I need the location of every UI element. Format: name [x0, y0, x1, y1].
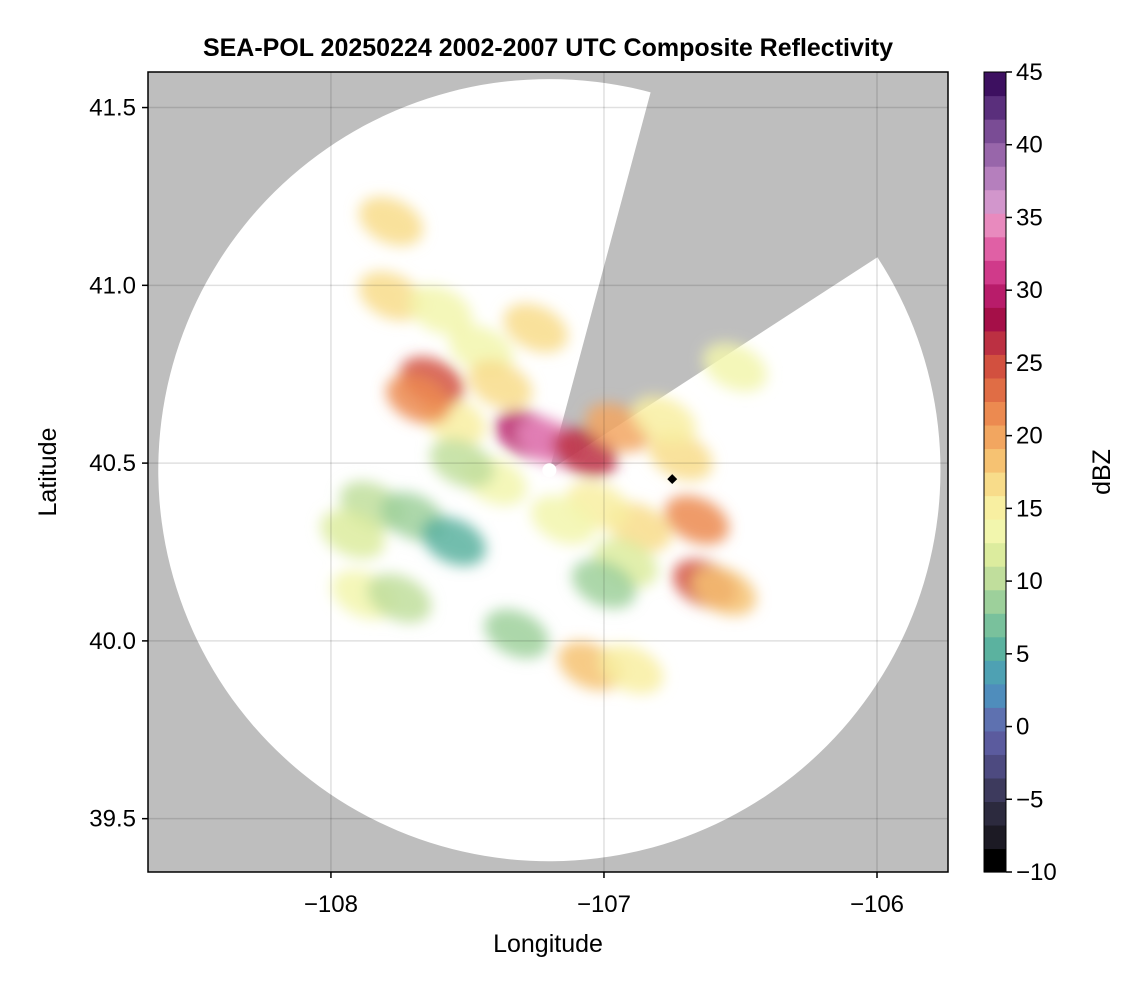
colorbar-bin	[984, 95, 1006, 120]
colorbar-bin	[984, 283, 1006, 308]
plot-frame	[147, 71, 949, 873]
colorbar-bin	[984, 660, 1006, 685]
colorbar-bin	[984, 848, 1006, 873]
reflectivity-cell	[664, 495, 729, 545]
colorbar-bin	[984, 189, 1006, 214]
chart-title: SEA-POL 20250224 2002-2007 UTC Composite…	[203, 34, 893, 62]
reflectivity-cell	[386, 374, 451, 424]
site-marker	[667, 474, 678, 485]
colorbar-tick-label: 0	[1016, 714, 1029, 741]
colorbar-tick-label: 25	[1016, 350, 1043, 377]
colorbar-bin	[984, 142, 1006, 167]
colorbar-tick-label: 40	[1016, 132, 1043, 159]
reflectivity-cell	[320, 509, 385, 559]
colorbar-bin	[984, 683, 1006, 708]
colorbar-bin	[984, 472, 1006, 497]
reflectivity-cell	[358, 196, 424, 246]
colorbar-bin	[984, 260, 1006, 285]
colorbar-bin	[984, 166, 1006, 191]
colorbar-bin	[984, 119, 1006, 144]
colorbar-bin	[984, 777, 1006, 803]
reflectivity-cell	[408, 285, 473, 335]
colorbar-bin	[984, 448, 1006, 473]
reflectivity-cell	[530, 495, 596, 545]
colorbar-ticks: −10 −5 0 5 10 15 20 25 30 35 40 45	[1006, 59, 1057, 886]
colorbar-tick-label: 35	[1016, 204, 1043, 231]
x-axis: −108 −107 −106	[304, 872, 904, 918]
colorbar-tick-label: 45	[1016, 59, 1043, 86]
colorbar-bin	[984, 730, 1006, 755]
colorbar-tick-label: 20	[1016, 423, 1043, 450]
colorbar-bin	[984, 401, 1006, 426]
colorbar-title: dBZ	[1088, 449, 1116, 495]
reflectivity-cells	[320, 196, 768, 694]
y-axis: 39.5 40.0 40.5 41.0 41.5	[89, 95, 148, 833]
colorbar-bin	[984, 213, 1006, 238]
x-tick-label: −106	[850, 891, 904, 918]
reflectivity-cell	[691, 566, 757, 616]
colorbar-bin	[984, 354, 1006, 379]
reflectivity-cell	[358, 271, 424, 321]
colorbar-tick-label: 15	[1016, 495, 1043, 522]
colorbar-bin	[984, 636, 1006, 661]
colorbar-bin	[984, 72, 1006, 97]
colorbar-bin	[984, 613, 1006, 638]
colorbar-bin	[984, 330, 1006, 355]
colorbar-bin	[984, 801, 1006, 826]
y-tick-label: 41.5	[89, 95, 136, 122]
colorbar-tick-label: 10	[1016, 568, 1043, 595]
grid-lines	[148, 72, 948, 872]
colorbar-bin	[984, 824, 1006, 850]
colorbar-tick-label: 30	[1016, 277, 1043, 304]
reflectivity-cell	[429, 438, 495, 488]
reflectivity-cell	[468, 360, 533, 410]
colorbar-bin	[984, 519, 1006, 544]
y-tick-label: 41.0	[89, 272, 136, 299]
colorbar-bin	[984, 566, 1006, 591]
reflectivity-cell	[421, 516, 486, 566]
reflectivity-cell	[599, 644, 664, 694]
colorbar-bin	[984, 707, 1006, 732]
colorbar-bin	[984, 589, 1006, 614]
colorbar-tick-label: −5	[1016, 786, 1043, 813]
y-tick-label: 39.5	[89, 806, 136, 833]
y-axis-title: Latitude	[34, 428, 62, 517]
colorbar-tick-label: −10	[1016, 859, 1057, 886]
reflectivity-cell	[702, 342, 768, 392]
x-tick-label: −108	[304, 891, 358, 918]
colorbar-bin	[984, 424, 1006, 450]
colorbar-frame	[983, 71, 1007, 873]
colorbar-bin	[984, 754, 1006, 779]
colorbar-tick-label: 5	[1016, 641, 1029, 668]
colorbar	[983, 71, 1007, 873]
colorbar-bin	[984, 377, 1006, 403]
reflectivity-cell	[571, 559, 637, 609]
colorbar-bin	[984, 495, 1006, 520]
colorbar-bin	[984, 236, 1006, 261]
x-axis-title: Longitude	[493, 930, 603, 958]
reflectivity-cell	[503, 303, 568, 353]
reflectivity-cell	[484, 609, 549, 659]
reflectivity-cell	[631, 395, 697, 445]
colorbar-bin	[984, 542, 1006, 567]
reflectivity-cell	[367, 573, 432, 623]
y-tick-label: 40.0	[89, 628, 136, 655]
y-tick-label: 40.5	[89, 450, 136, 477]
x-tick-label: −107	[577, 891, 631, 918]
radar-site-marker	[542, 463, 557, 478]
colorbar-bin	[984, 307, 1006, 332]
